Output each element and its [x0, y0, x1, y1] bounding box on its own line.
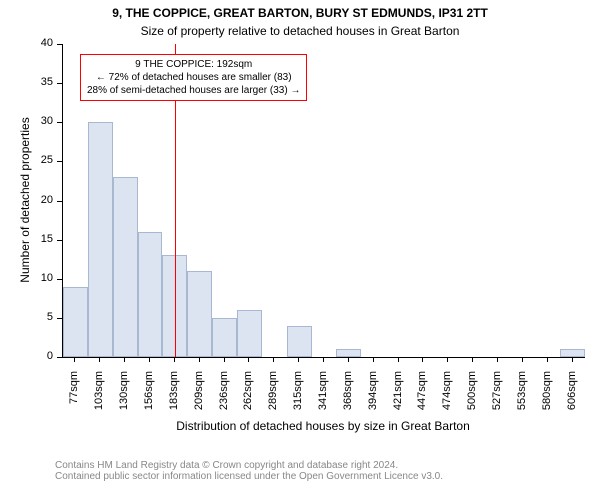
xtick-label: 341sqm [317, 371, 329, 421]
footer-line-2: Contained public sector information lice… [55, 471, 443, 482]
xtick-label: 474sqm [441, 371, 453, 421]
ytick-label: 20 [27, 194, 53, 206]
xtick-label: 315sqm [292, 371, 304, 421]
xtick [273, 357, 274, 362]
xtick-label: 394sqm [367, 371, 379, 421]
annotation-box: 9 THE COPPICE: 192sqm← 72% of detached h… [80, 54, 307, 101]
ytick [57, 318, 62, 319]
xtick-label: 606sqm [566, 371, 578, 421]
xtick [522, 357, 523, 362]
xtick [99, 357, 100, 362]
xtick [398, 357, 399, 362]
histogram-bar [212, 318, 237, 357]
xtick-label: 289sqm [267, 371, 279, 421]
histogram-bar [113, 177, 138, 357]
histogram-bar [88, 122, 113, 357]
ytick-label: 25 [27, 154, 53, 166]
histogram-bar [63, 287, 88, 357]
xtick [298, 357, 299, 362]
xtick-label: 130sqm [118, 371, 130, 421]
xtick [422, 357, 423, 362]
xtick-label: 236sqm [218, 371, 230, 421]
histogram-bar [187, 271, 212, 357]
xtick-label: 553sqm [516, 371, 528, 421]
xtick-label: 262sqm [242, 371, 254, 421]
xtick-label: 421sqm [392, 371, 404, 421]
xtick-label: 77sqm [68, 371, 80, 421]
ytick-label: 5 [27, 311, 53, 323]
ytick-label: 10 [27, 272, 53, 284]
ytick [57, 201, 62, 202]
ytick-label: 35 [27, 76, 53, 88]
histogram-bar [237, 310, 262, 357]
xtick-label: 209sqm [193, 371, 205, 421]
annotation-line: 28% of semi-detached houses are larger (… [87, 84, 300, 97]
xtick [348, 357, 349, 362]
xtick [149, 357, 150, 362]
chart-subtitle: Size of property relative to detached ho… [0, 24, 600, 38]
chart-title: 9, THE COPPICE, GREAT BARTON, BURY ST ED… [0, 6, 600, 20]
x-axis-label: Distribution of detached houses by size … [62, 419, 584, 433]
xtick [447, 357, 448, 362]
footer-text: Contains HM Land Registry data © Crown c… [55, 460, 443, 482]
xtick-label: 447sqm [416, 371, 428, 421]
xtick [74, 357, 75, 362]
xtick [124, 357, 125, 362]
ytick [57, 44, 62, 45]
xtick [497, 357, 498, 362]
annotation-line: ← 72% of detached houses are smaller (83… [87, 71, 300, 84]
ytick-label: 40 [27, 37, 53, 49]
histogram-bar [336, 349, 361, 357]
xtick [572, 357, 573, 362]
xtick-label: 156sqm [143, 371, 155, 421]
ytick [57, 279, 62, 280]
ytick [57, 357, 62, 358]
xtick [323, 357, 324, 362]
property-size-chart: 9, THE COPPICE, GREAT BARTON, BURY ST ED… [0, 0, 600, 500]
ytick [57, 83, 62, 84]
xtick-label: 527sqm [491, 371, 503, 421]
xtick-label: 580sqm [541, 371, 553, 421]
ytick [57, 240, 62, 241]
ytick [57, 122, 62, 123]
annotation-line: 9 THE COPPICE: 192sqm [87, 58, 300, 71]
ytick [57, 161, 62, 162]
xtick-label: 103sqm [93, 371, 105, 421]
xtick-label: 183sqm [168, 371, 180, 421]
xtick-label: 500sqm [466, 371, 478, 421]
xtick [547, 357, 548, 362]
ytick-label: 0 [27, 350, 53, 362]
ytick-label: 15 [27, 233, 53, 245]
histogram-bar [138, 232, 163, 357]
footer-line-1: Contains HM Land Registry data © Crown c… [55, 460, 443, 471]
histogram-bar [287, 326, 312, 357]
xtick [472, 357, 473, 362]
xtick [373, 357, 374, 362]
xtick [199, 357, 200, 362]
xtick [174, 357, 175, 362]
histogram-bar [560, 349, 585, 357]
xtick [224, 357, 225, 362]
xtick-label: 368sqm [342, 371, 354, 421]
ytick-label: 30 [27, 115, 53, 127]
xtick [248, 357, 249, 362]
